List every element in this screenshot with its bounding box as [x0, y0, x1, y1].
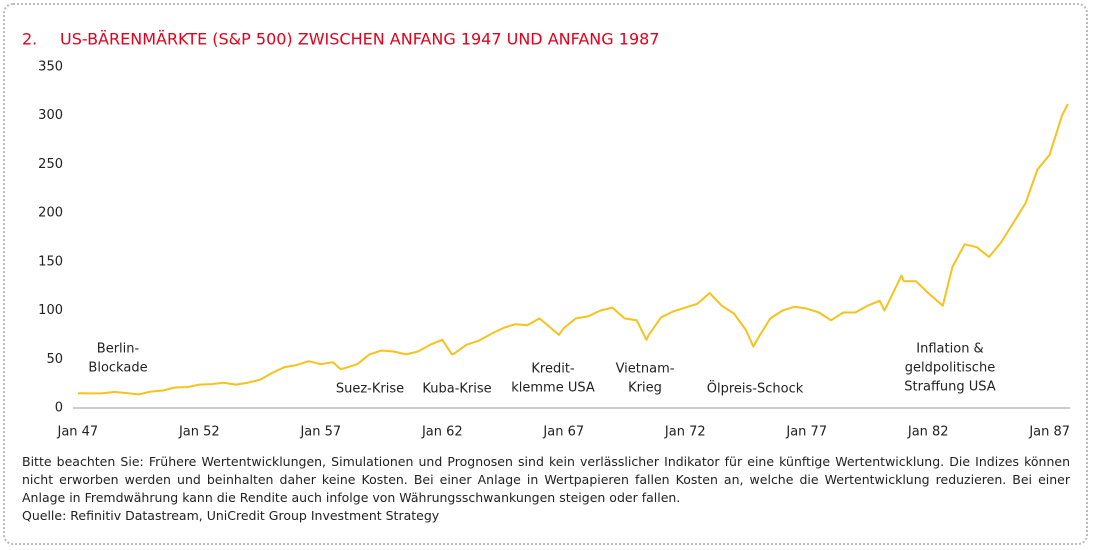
footnote: Bitte beachten Sie: Frühere Wertentwickl… — [22, 454, 1070, 505]
y-tick-label: 100 — [38, 303, 63, 318]
chart-number: 2. — [22, 30, 37, 49]
y-tick-label: 250 — [38, 157, 63, 172]
chart: 2. US-BÄRENMÄRKTE (S&P 500) ZWISCHEN ANF… — [22, 30, 1070, 440]
y-tick-label: 350 — [38, 60, 63, 75]
chart-title: US-BÄRENMÄRKTE (S&P 500) ZWISCHEN ANFANG… — [60, 30, 659, 49]
annotation: Krieg — [628, 381, 662, 396]
x-tick-label: Jan 52 — [178, 425, 220, 440]
annotation: Kuba-Krise — [422, 382, 491, 397]
x-tick-label: Jan 72 — [664, 425, 706, 440]
x-tick-label: Jan 57 — [299, 425, 341, 440]
x-tick-label: Jan 47 — [56, 425, 98, 440]
y-tick-label: 200 — [38, 206, 63, 221]
y-tick-label: 300 — [38, 108, 63, 123]
frame — [3, 3, 1088, 545]
annotation: Blockade — [88, 361, 147, 376]
x-tick-label: Jan 62 — [421, 425, 463, 440]
y-tick-label: 50 — [46, 352, 63, 367]
annotation: Straffung USA — [904, 380, 995, 395]
y-tick-label: 150 — [38, 254, 63, 269]
annotation: Ölpreis-Schock — [707, 380, 804, 397]
footnote-block: Bitte beachten Sie: Frühere Wertentwickl… — [22, 453, 1070, 525]
source: Quelle: Refinitiv Datastream, UniCredit … — [22, 508, 440, 523]
y-tick-label: 0 — [55, 401, 63, 416]
annotation: Kredit- — [531, 362, 575, 377]
annotation: Berlin- — [97, 342, 140, 357]
line-series — [77, 103, 1069, 396]
annotation: klemme USA — [511, 381, 595, 396]
annotation: Suez-Krise — [336, 382, 404, 397]
annotation: Vietnam- — [616, 362, 675, 377]
annotation: geldpolitische — [905, 361, 995, 376]
x-tick-label: Jan 82 — [907, 425, 949, 440]
x-tick-label: Jan 67 — [542, 425, 584, 440]
x-tick-label: Jan 77 — [785, 425, 827, 440]
x-tick-label: Jan 87 — [1028, 425, 1070, 440]
annotation: Inflation & — [916, 342, 983, 357]
